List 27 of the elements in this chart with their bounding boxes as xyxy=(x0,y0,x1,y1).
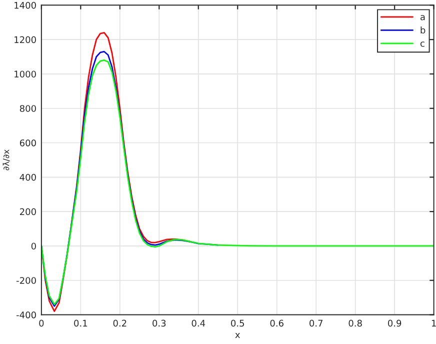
x-tick-label: 0.9 xyxy=(388,320,402,327)
y-tick-label: 1000 xyxy=(14,70,36,78)
x-tick-label: 0.7 xyxy=(310,320,323,327)
x-tick-label: 0.4 xyxy=(192,320,206,327)
y-tick-label: 600 xyxy=(20,139,36,146)
legend-label: b xyxy=(420,26,426,34)
x-tick-label: 0.1 xyxy=(74,320,88,327)
legend-label: c xyxy=(420,42,424,47)
y-axis-title: ∂λ̇/∂x xyxy=(2,150,10,170)
y-tick-label: -200 xyxy=(16,277,36,284)
y-tick-label: 1200 xyxy=(14,36,36,44)
x-tick-label: 1 xyxy=(432,320,436,326)
y-tick-label: -400 xyxy=(16,311,36,318)
x-tick-label: 0.3 xyxy=(152,320,166,327)
x-tick-label: 0 xyxy=(39,320,44,327)
x-tick-label: 0.8 xyxy=(348,320,362,327)
x-tick-label: 0.6 xyxy=(270,320,284,327)
y-tick-label: 800 xyxy=(20,105,36,112)
line-series xyxy=(41,60,434,306)
x-axis-title: x xyxy=(235,333,240,338)
x-tick-label: 0.5 xyxy=(231,320,244,327)
x-tick-label: 0.2 xyxy=(113,320,126,327)
y-tick-label: 0 xyxy=(31,242,36,250)
y-tick-label: 1400 xyxy=(14,2,36,9)
legend-label: a xyxy=(420,15,425,20)
y-tick-label: 200 xyxy=(20,208,36,216)
y-tick-label: 400 xyxy=(20,174,36,181)
